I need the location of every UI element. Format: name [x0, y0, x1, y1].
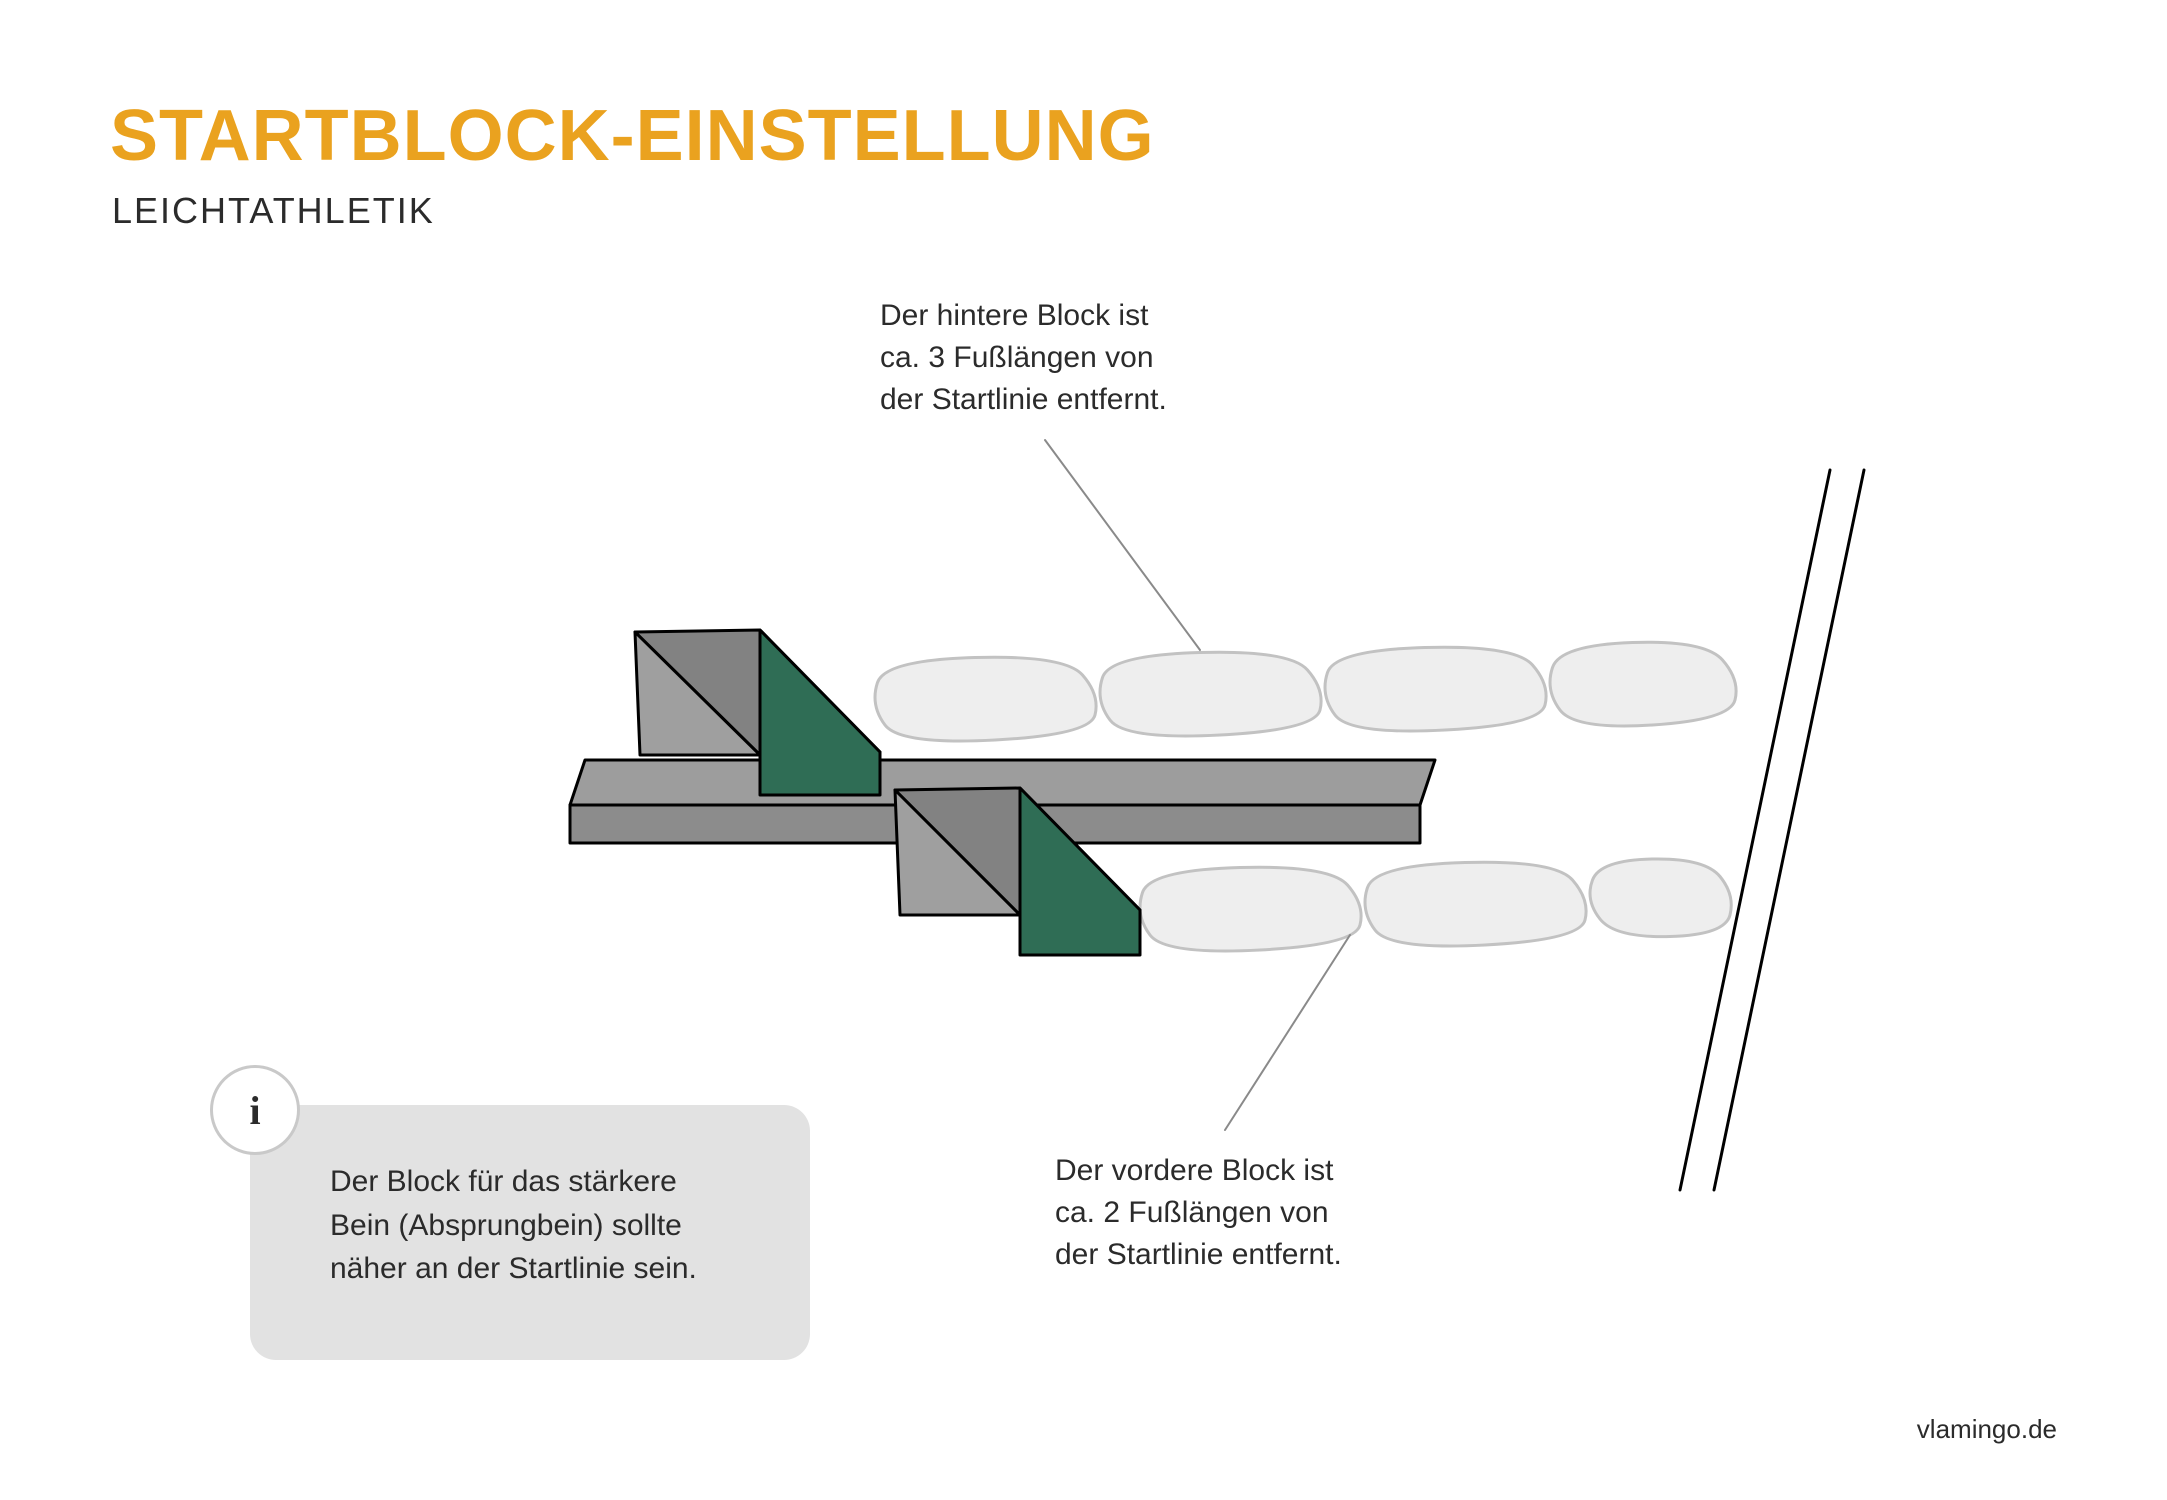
info-line: Der Block für das stärkere	[330, 1160, 760, 1204]
page-subtitle: LEICHTATHLETIK	[112, 190, 435, 232]
page: STARTBLOCK-EINSTELLUNG LEICHTATHLETIK De…	[0, 0, 2167, 1500]
info-icon: i	[210, 1065, 300, 1155]
footer-credit: vlamingo.de	[1917, 1414, 2057, 1445]
info-line: näher an der Startlinie sein.	[330, 1247, 760, 1291]
info-box: Der Block für das stärkere Bein (Absprun…	[250, 1105, 810, 1360]
annotation-line: Der vordere Block ist	[1055, 1150, 1475, 1192]
annotation-line: ca. 3 Fußlängen von	[880, 337, 1300, 379]
info-line: Bein (Absprungbein) sollte	[330, 1204, 760, 1248]
annotation-line: der Startlinie entfernt.	[880, 379, 1300, 421]
annotation-line: der Startlinie entfernt.	[1055, 1234, 1475, 1276]
annotation-line: Der hintere Block ist	[880, 295, 1300, 337]
annotation-line: ca. 2 Fußlängen von	[1055, 1192, 1475, 1234]
page-title: STARTBLOCK-EINSTELLUNG	[110, 95, 1155, 177]
annotation-front-block: Der vordere Block ist ca. 2 Fußlängen vo…	[1055, 1150, 1475, 1276]
annotation-rear-block: Der hintere Block ist ca. 3 Fußlängen vo…	[880, 295, 1300, 421]
